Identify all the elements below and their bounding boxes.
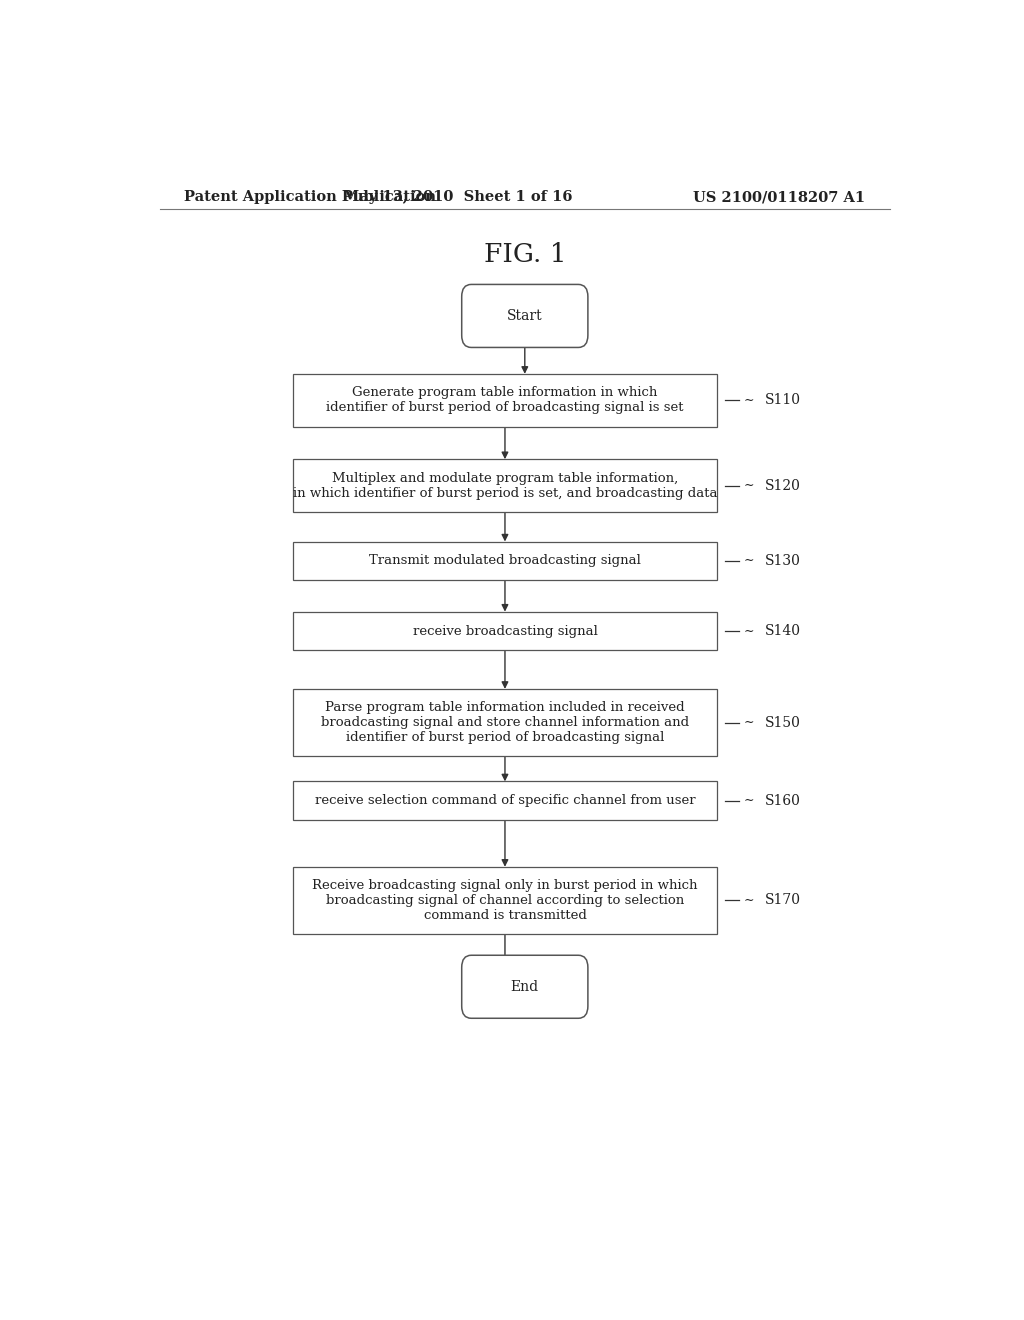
Text: ∼: ∼: [743, 554, 754, 568]
Text: ∼: ∼: [743, 795, 754, 808]
Text: ∼: ∼: [743, 393, 754, 407]
Text: Start: Start: [507, 309, 543, 323]
Text: ∼: ∼: [743, 624, 754, 638]
Text: Receive broadcasting signal only in burst period in which
broadcasting signal of: Receive broadcasting signal only in burs…: [312, 879, 697, 921]
Bar: [293, 459, 717, 512]
Bar: [293, 611, 717, 651]
Text: S170: S170: [765, 894, 801, 907]
FancyBboxPatch shape: [462, 284, 588, 347]
FancyBboxPatch shape: [462, 956, 588, 1018]
Text: Patent Application Publication: Patent Application Publication: [183, 190, 435, 205]
Text: US 2100/0118207 A1: US 2100/0118207 A1: [692, 190, 865, 205]
Text: May 13, 2010  Sheet 1 of 16: May 13, 2010 Sheet 1 of 16: [343, 190, 572, 205]
Text: Transmit modulated broadcasting signal: Transmit modulated broadcasting signal: [369, 554, 641, 568]
Text: FIG. 1: FIG. 1: [483, 243, 566, 268]
Bar: [293, 867, 717, 935]
Bar: [293, 541, 717, 581]
Text: ∼: ∼: [743, 894, 754, 907]
Text: S120: S120: [765, 479, 801, 492]
Text: S160: S160: [765, 793, 801, 808]
Text: ∼: ∼: [743, 715, 754, 729]
Text: receive selection command of specific channel from user: receive selection command of specific ch…: [314, 795, 695, 808]
Text: End: End: [511, 979, 539, 994]
Text: Generate program table information in which
identifier of burst period of broadc: Generate program table information in wh…: [327, 387, 684, 414]
Bar: [293, 781, 717, 820]
Text: receive broadcasting signal: receive broadcasting signal: [413, 624, 597, 638]
Text: Parse program table information included in received
broadcasting signal and sto: Parse program table information included…: [321, 701, 689, 744]
Text: S140: S140: [765, 624, 801, 638]
Text: Multiplex and modulate program table information,
in which identifier of burst p: Multiplex and modulate program table inf…: [293, 471, 717, 500]
Bar: [293, 374, 717, 426]
Text: S150: S150: [765, 715, 801, 730]
Bar: [293, 689, 717, 756]
Text: ∼: ∼: [743, 479, 754, 492]
Text: S130: S130: [765, 554, 801, 568]
Text: S110: S110: [765, 393, 801, 408]
